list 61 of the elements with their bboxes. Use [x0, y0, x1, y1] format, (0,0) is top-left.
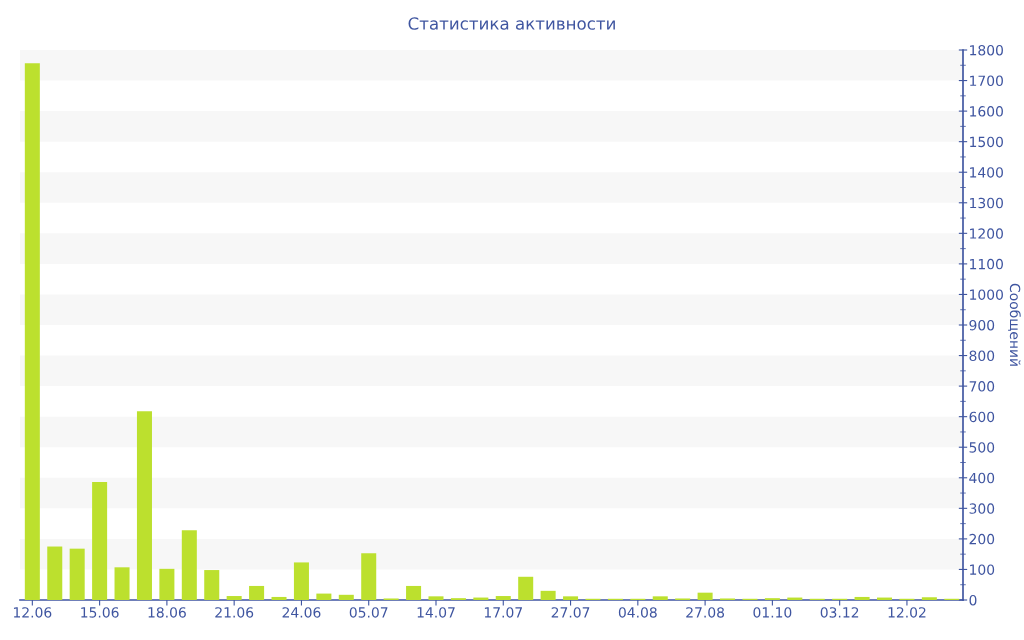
y-axis-title: Сообщений [1008, 283, 1021, 366]
y-tick-label: 1500 [970, 136, 1003, 148]
bar [47, 546, 63, 600]
x-tick-label: 21.06 [215, 607, 254, 618]
y-tick-label: 800 [969, 350, 995, 362]
x-tick-label: 17.07 [484, 607, 522, 618]
bar [518, 576, 534, 600]
bar [92, 482, 108, 600]
y-tick-label: 1600 [970, 106, 1003, 117]
y-tick-label: 1300 [970, 197, 1003, 209]
x-tick-label: 03.12 [820, 607, 859, 618]
bar [69, 548, 85, 600]
bar [249, 585, 265, 600]
chart-title: Статистика активности [408, 17, 615, 30]
y-tick-label: 1700 [970, 75, 1003, 87]
bar [361, 553, 377, 600]
y-tick-label: 1400 [970, 167, 1003, 178]
bar [652, 596, 668, 600]
bar [495, 596, 511, 600]
bar [293, 562, 309, 600]
y-tick-label: 200 [969, 533, 995, 545]
bar [181, 530, 197, 600]
bar [159, 568, 175, 600]
y-tick-label: 500 [969, 442, 995, 453]
bar [406, 585, 422, 600]
x-tick-label: 24.06 [282, 607, 321, 618]
bar [114, 567, 130, 600]
bar [563, 596, 579, 600]
y-tick-label: 1800 [970, 44, 1003, 56]
bar [271, 596, 287, 600]
x-tick-label: 27.08 [686, 607, 725, 618]
x-tick-label: 05.07 [349, 607, 388, 618]
bar [697, 592, 713, 600]
y-tick-label: 1000 [970, 289, 1003, 300]
y-tick-label: 0 [969, 594, 977, 606]
y-tick-label: 1200 [970, 228, 1003, 239]
x-tick-label: 18.06 [148, 607, 186, 618]
y-tick-label: 600 [969, 411, 995, 423]
x-tick-label: 04.08 [618, 607, 657, 618]
bar [136, 411, 152, 600]
bar [316, 593, 332, 600]
bar [921, 597, 937, 600]
x-tick-label: 15.06 [81, 607, 119, 618]
y-tick-label: 400 [969, 472, 995, 484]
x-tick-label: 01.10 [753, 607, 792, 618]
y-tick-label: 700 [969, 381, 995, 392]
bar [540, 590, 556, 600]
y-tick-label: 100 [970, 564, 995, 575]
bar [854, 596, 870, 600]
x-tick-label: 12.02 [888, 607, 926, 618]
x-tick-label: 27.07 [551, 607, 590, 618]
y-tick-label: 300 [969, 503, 995, 514]
x-tick-label: 14.07 [417, 607, 455, 618]
y-tick-label: 1100 [970, 258, 1003, 270]
x-tick-label: 12.06 [13, 607, 52, 618]
bar [24, 63, 40, 600]
y-tick-label: 900 [969, 319, 995, 331]
bar [226, 596, 242, 600]
bar [338, 594, 354, 600]
bar [204, 570, 220, 600]
bar [428, 596, 444, 600]
